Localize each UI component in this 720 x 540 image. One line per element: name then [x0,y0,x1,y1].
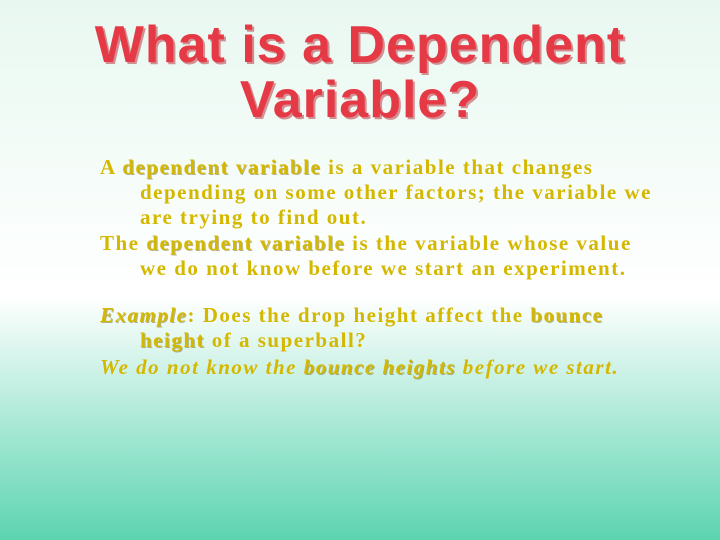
definition-para-1: A dependent variable is a variable that … [140,155,660,229]
bold-term-bounce-heights: bounce heights [304,355,456,379]
definition-block: A dependent variable is a variable that … [60,155,660,281]
text-run: A [100,155,122,179]
bold-term-dependent-variable: dependent variable [146,231,345,255]
example-answer: We do not know the bounce heights before… [140,355,660,380]
definition-para-2: The dependent variable is the variable w… [140,231,660,281]
slide-title: What is a Dependent Variable? [60,18,660,127]
text-run: before we start. [456,355,619,379]
text-run: The [100,231,146,255]
bold-term-dependent-variable: dependent variable [122,155,321,179]
example-question: Example: Does the drop height affect the… [140,303,660,353]
text-run: of a superball? [205,328,367,352]
text-run: : Does the drop height affect the [188,303,531,327]
example-block: Example: Does the drop height affect the… [60,303,660,379]
example-label: Example [100,303,188,327]
text-run: We do not know the [100,355,304,379]
